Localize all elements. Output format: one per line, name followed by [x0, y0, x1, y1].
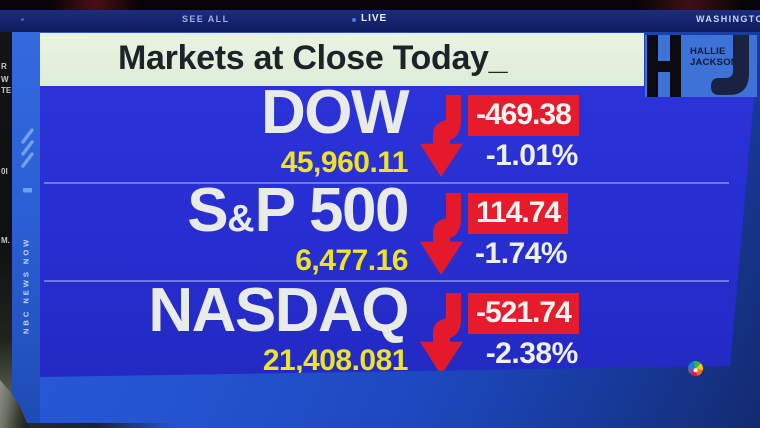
headline-bar: Markets at Close Today_ [40, 33, 644, 86]
index-close-value: 45,960.11 [280, 146, 408, 179]
change-badge: -469.38 [468, 95, 579, 136]
change-percent: -1.01% [485, 139, 578, 172]
index-name: S&P 500 [187, 176, 408, 245]
location-label: WASHINGTON [696, 14, 760, 24]
index-name: NASDAQ [148, 276, 408, 345]
market-row-dow: DOW 45,960.11 -469.38 -1.01% [40, 89, 755, 185]
headline-title: Markets at Close Today_ [118, 38, 508, 77]
bullet-dot-icon [21, 18, 24, 21]
bezel-fragment: TE [1, 86, 12, 95]
anchor-name: HALLIE JACKSON [690, 46, 738, 68]
bezel-fragment: 0I [1, 167, 8, 176]
index-name: DOW [260, 78, 408, 147]
market-row-sp500: S&P 500 6,477.16 114.74 -1.74% [40, 187, 755, 283]
live-badge: LIVE [361, 13, 388, 24]
hj-monogram-h-icon [647, 35, 681, 97]
top-bezel [0, 0, 760, 10]
change-percent: -2.38% [485, 337, 578, 370]
bezel-fragment: R [1, 62, 7, 71]
down-arrow-icon [420, 95, 464, 177]
index-close-value: 21,408.081 [262, 344, 408, 377]
hj-monogram-j-icon [711, 35, 749, 95]
bottom-edge [0, 423, 175, 428]
nbc-peacock-icon [688, 361, 703, 376]
live-dot-icon [352, 18, 356, 22]
nbc-news-now-mark-icon [20, 126, 35, 203]
markets-panel: DOW 45,960.11 -469.38 -1.01% S&P 500 6,4… [40, 85, 755, 377]
market-row-nasdaq: NASDAQ 21,408.081 -521.74 -2.38% [40, 287, 755, 383]
left-bezel [0, 31, 12, 428]
change-badge: -521.74 [468, 293, 579, 334]
down-arrow-icon [420, 293, 464, 375]
row-divider [44, 280, 729, 282]
see-all-label: SEE ALL [182, 14, 230, 24]
bezel-fragment: W [1, 75, 9, 84]
change-percent: -1.74% [475, 237, 568, 270]
change-badge: 114.74 [468, 193, 568, 234]
network-rail [12, 31, 40, 428]
hallie-jackson-bug: HALLIE JACKSON [645, 35, 757, 97]
index-close-value: 6,477.16 [295, 244, 408, 277]
down-arrow-icon [420, 193, 464, 275]
row-divider [44, 182, 729, 184]
network-name-vertical: NBC NEWS NOW [21, 236, 31, 334]
bezel-fragment: M. [1, 236, 10, 245]
top-bar: SEE ALL LIVE WASHINGTON [0, 10, 760, 32]
